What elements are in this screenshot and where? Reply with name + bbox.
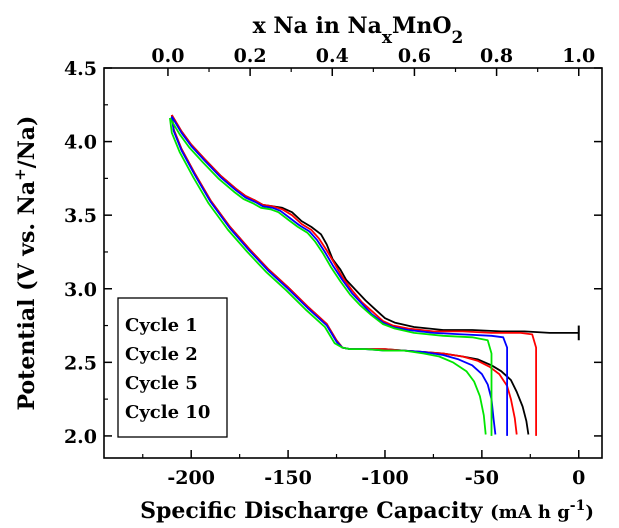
left-axis-title-prefix: Potential (V vs. Na <box>14 181 40 411</box>
top-axis-title: x Na in NaxMnO2 <box>253 13 464 48</box>
bottom-tick-label: 0 <box>572 467 585 489</box>
legend-label-cycle-5: Cycle 5 <box>125 373 198 394</box>
top-axis-ticks: 0.0 0.2 0.4 0.6 0.8 1.0 <box>151 45 595 76</box>
top-axis-title-sub-2: 2 <box>452 28 464 48</box>
left-tick-label: 2.5 <box>64 352 97 374</box>
top-tick-label: 0.0 <box>151 45 184 67</box>
cycle-10-charge-curve <box>169 117 487 435</box>
legend-label-cycle-2: Cycle 2 <box>125 344 198 365</box>
left-axis-title: Potential (V vs. Na+/Na) <box>11 116 40 411</box>
top-tick-label: 0.8 <box>480 45 513 67</box>
cycle-1-discharge-curve <box>171 114 579 334</box>
bottom-tick-label: -200 <box>167 467 215 489</box>
series-layer <box>169 114 580 436</box>
legend-label-cycle-1: Cycle 1 <box>125 315 198 336</box>
top-tick-label: 1.0 <box>562 45 595 67</box>
left-axis-title-sup: + <box>11 168 29 181</box>
top-axis-title-mid: MnO <box>392 13 452 39</box>
top-tick-label: 0.6 <box>398 45 431 67</box>
bottom-tick-label: -150 <box>264 467 312 489</box>
left-tick-label: 3.0 <box>64 279 97 301</box>
left-tick-label: 4.5 <box>64 58 97 80</box>
left-tick-label: 4.0 <box>64 132 97 154</box>
legend-box <box>117 297 228 438</box>
legend: Cycle 1 Cycle 2 Cycle 5 Cycle 10 <box>117 297 228 438</box>
bottom-axis-title-unit-sup: -1 <box>570 498 586 514</box>
top-tick-label: 0.4 <box>316 45 349 67</box>
bottom-axis-title-main: Specific Discharge Capacity <box>140 498 483 524</box>
left-axis-title-suffix: /Na) <box>14 116 40 169</box>
cycle-10-discharge-curve <box>169 117 493 436</box>
plot-frame <box>103 67 603 459</box>
top-tick-label: 0.2 <box>234 45 267 67</box>
top-axis-title-prefix: x Na in Na <box>253 13 382 39</box>
bottom-axis-ticks: -200 -150 -100 -50 0 <box>142 450 585 489</box>
bottom-tick-label: -100 <box>361 467 409 489</box>
bottom-axis-title-unit-close: ) <box>585 502 594 523</box>
left-axis-ticks: 2.0 2.5 3.0 3.5 4.0 4.5 <box>64 58 602 448</box>
cycle-2-discharge-curve <box>171 114 537 436</box>
bottom-tick-label: -50 <box>465 467 499 489</box>
left-tick-label: 3.5 <box>64 205 97 227</box>
top-axis-title-sub-x: x <box>382 28 393 48</box>
bottom-axis-title-unit: (mA h g <box>490 502 570 523</box>
left-tick-label: 2.0 <box>64 426 97 448</box>
bottom-axis-title: Specific Discharge Capacity (mA h g-1) <box>140 498 594 524</box>
cycle-5-discharge-curve <box>171 116 509 436</box>
legend-label-cycle-10: Cycle 10 <box>125 402 210 423</box>
